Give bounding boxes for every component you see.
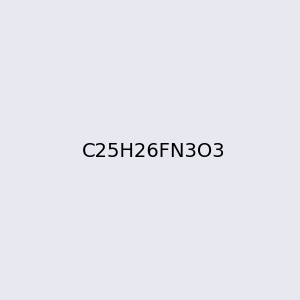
Text: C25H26FN3O3: C25H26FN3O3 [82,142,226,161]
